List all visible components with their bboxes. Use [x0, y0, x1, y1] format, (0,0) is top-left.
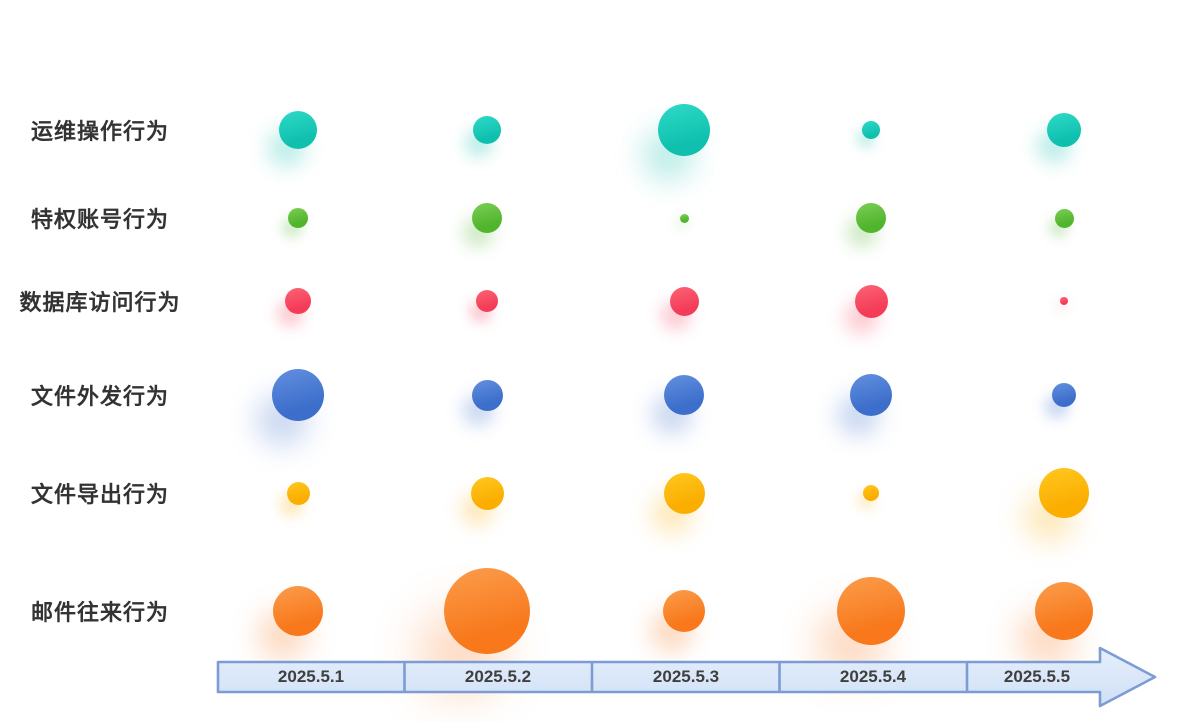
row-label: 运维操作行为	[30, 119, 169, 144]
bubble	[279, 111, 317, 149]
bubble	[679, 213, 689, 223]
bubble	[863, 485, 879, 501]
row-label: 文件外发行为	[30, 384, 169, 409]
bubble	[856, 203, 886, 233]
bubble	[476, 290, 498, 312]
bubble	[1054, 208, 1074, 228]
timeline-arrow-shape	[216, 646, 1157, 708]
timeline-date: 2025.5.1	[277, 667, 345, 686]
row-label: 邮件往来行为	[30, 600, 169, 625]
bubble	[854, 284, 888, 318]
bubble	[444, 568, 530, 654]
bubble	[473, 116, 501, 144]
row-label: 特权账号行为	[30, 207, 169, 232]
bubble	[862, 121, 880, 139]
bubble	[669, 286, 699, 316]
bubble	[663, 590, 705, 632]
bubble	[472, 203, 502, 233]
bubble	[1047, 113, 1081, 147]
bubble	[272, 369, 324, 421]
timeline-date: 2025.5.3	[652, 667, 720, 686]
bubble	[658, 104, 710, 156]
bubble	[850, 374, 892, 416]
bubble	[470, 476, 504, 510]
bubble	[273, 586, 323, 636]
row-label: 数据库访问行为	[19, 290, 181, 315]
timeline-date: 2025.5.4	[839, 667, 907, 686]
bubble	[837, 577, 905, 645]
bubble	[1035, 582, 1093, 640]
bubble	[1039, 468, 1089, 518]
timeline-date: 2025.5.2	[464, 667, 532, 686]
bubble	[471, 379, 503, 411]
bubble	[1052, 383, 1076, 407]
bubble	[285, 288, 311, 314]
row-label: 文件导出行为	[30, 482, 169, 507]
bubble	[1060, 297, 1068, 305]
bubble	[288, 208, 308, 228]
bubble	[663, 472, 705, 514]
bubble	[286, 481, 310, 505]
timeline-arrow	[216, 646, 1157, 708]
timeline-date: 2025.5.5	[1003, 667, 1071, 686]
bubble	[664, 375, 704, 415]
